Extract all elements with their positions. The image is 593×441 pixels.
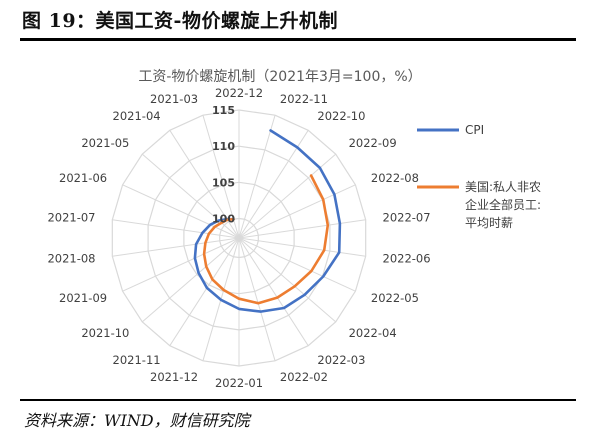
category-label-2022-04: 2022-04 [349, 326, 397, 340]
spoke-2021-09 [122, 237, 240, 292]
legend-label-1-1: 企业全部员工: [465, 197, 541, 212]
spoke-2022-03 [238, 237, 309, 346]
category-label-2021-04: 2021-04 [113, 109, 161, 123]
category-label-2021-07: 2021-07 [47, 210, 95, 224]
category-label-2022-01: 2022-01 [215, 376, 263, 390]
category-label-2021-05: 2021-05 [81, 136, 129, 150]
spoke-2021-10 [141, 237, 240, 323]
spoke-2022-02 [238, 237, 276, 361]
category-label-2021-12: 2021-12 [150, 370, 198, 384]
spoke-2022-08 [238, 184, 356, 239]
spoke-2022-06 [238, 237, 366, 257]
radial-tick-labels: 100 105 110 115 [212, 104, 235, 226]
chart-title: 工资-物价螺旋机制（2021年3月=100，%） [138, 69, 421, 85]
category-label-2021-03: 2021-03 [150, 92, 198, 106]
series-line-0 [193, 129, 342, 313]
spoke-2021-11 [169, 237, 240, 346]
spoke-2022-11 [238, 115, 276, 239]
spoke-2022-07 [238, 219, 366, 239]
spoke-2022-04 [238, 237, 337, 323]
category-label-2021-06: 2021-06 [59, 171, 107, 185]
category-label-2022-08: 2022-08 [371, 171, 419, 185]
category-label-2021-09: 2021-09 [59, 291, 107, 305]
radial-tick-110: 110 [212, 140, 235, 153]
category-label-2021-11: 2021-11 [113, 353, 161, 367]
category-label-2022-11: 2022-11 [280, 92, 328, 106]
category-labels: 2022-12 2022-11 2022-10 2022-09 2022-08 2022-… [47, 86, 430, 390]
category-label-2022-06: 2022-06 [383, 252, 431, 266]
top-rule [20, 38, 576, 41]
radial-tick-100: 100 [212, 213, 235, 226]
series-line-1 [202, 174, 330, 305]
category-label-2022-10: 2022-10 [317, 109, 365, 123]
spoke-2021-03 [202, 115, 240, 239]
radial-tick-105: 105 [212, 176, 235, 189]
spoke-2021-05 [141, 153, 240, 239]
radial-tick-115: 115 [212, 104, 235, 117]
category-label-2021-10: 2021-10 [81, 326, 129, 340]
series-layer [193, 129, 342, 313]
source-note: 资料来源：WIND，财信研究院 [24, 411, 250, 430]
category-label-2022-02: 2022-02 [280, 370, 328, 384]
legend-label-0-0: CPI [465, 123, 484, 137]
bottom-rule [20, 399, 576, 401]
category-label-2022-09: 2022-09 [349, 136, 397, 150]
legend-label-1-0: 美国:私人非农 [465, 180, 541, 194]
spoke-2021-06 [122, 184, 240, 239]
category-label-2022-05: 2022-05 [371, 291, 419, 305]
category-label-2021-08: 2021-08 [47, 252, 95, 266]
figure-title: 图 19：美国工资-物价螺旋上升机制 [22, 10, 338, 32]
category-label-2022-07: 2022-07 [383, 210, 431, 224]
category-label-2022-12: 2022-12 [215, 86, 263, 100]
spoke-2021-08 [112, 237, 240, 257]
category-label-2022-03: 2022-03 [317, 353, 365, 367]
spoke-2021-07 [112, 219, 240, 239]
spoke-2022-05 [238, 237, 356, 292]
legend-label-1-2: 平均时薪 [465, 216, 513, 230]
radar-grid [111, 109, 367, 367]
